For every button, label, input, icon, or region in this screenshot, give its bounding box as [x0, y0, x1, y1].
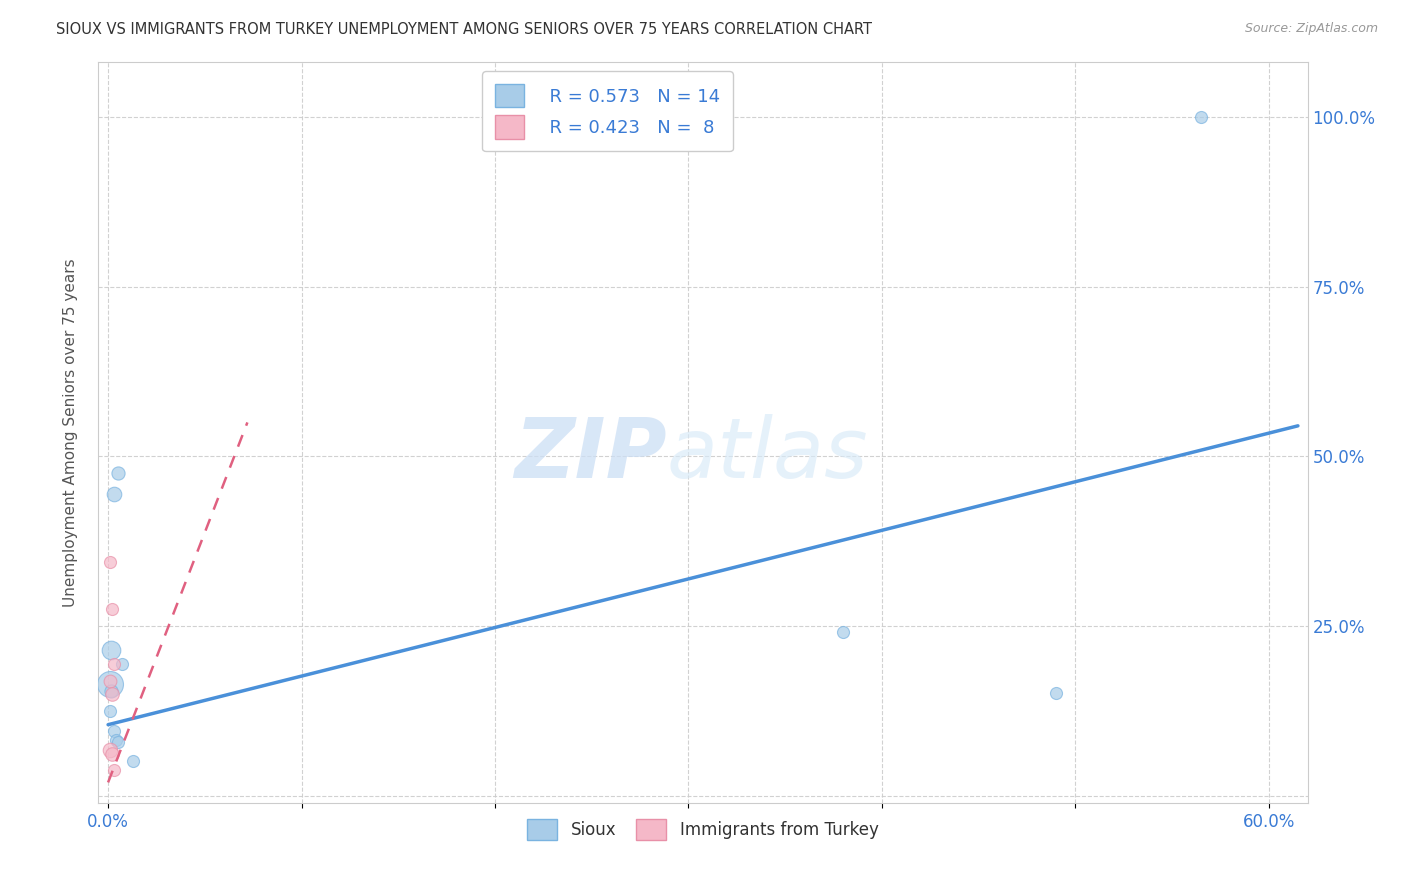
- Point: [107, 467, 129, 481]
- Point: [104, 733, 127, 747]
- Point: [103, 763, 125, 777]
- Point: [107, 734, 129, 748]
- Point: [103, 657, 125, 671]
- Point: [98, 555, 121, 569]
- Legend: Sioux, Immigrants from Turkey: Sioux, Immigrants from Turkey: [517, 808, 889, 850]
- Text: ZIP: ZIP: [515, 414, 666, 495]
- Point: [103, 724, 125, 739]
- Point: [103, 487, 125, 501]
- Point: [832, 624, 855, 639]
- Point: [100, 683, 122, 698]
- Point: [98, 704, 121, 718]
- Point: [122, 754, 145, 768]
- Point: [101, 602, 124, 616]
- Point: [98, 743, 121, 757]
- Text: Source: ZipAtlas.com: Source: ZipAtlas.com: [1244, 22, 1378, 36]
- Point: [1045, 686, 1067, 700]
- Point: [1189, 110, 1212, 124]
- Text: SIOUX VS IMMIGRANTS FROM TURKEY UNEMPLOYMENT AMONG SENIORS OVER 75 YEARS CORRELA: SIOUX VS IMMIGRANTS FROM TURKEY UNEMPLOY…: [56, 22, 872, 37]
- Y-axis label: Unemployment Among Seniors over 75 years: Unemployment Among Seniors over 75 years: [63, 259, 77, 607]
- Point: [98, 677, 121, 691]
- Text: atlas: atlas: [666, 414, 869, 495]
- Point: [111, 657, 134, 671]
- Point: [101, 687, 124, 701]
- Point: [101, 747, 124, 761]
- Point: [100, 643, 122, 657]
- Point: [98, 673, 121, 688]
